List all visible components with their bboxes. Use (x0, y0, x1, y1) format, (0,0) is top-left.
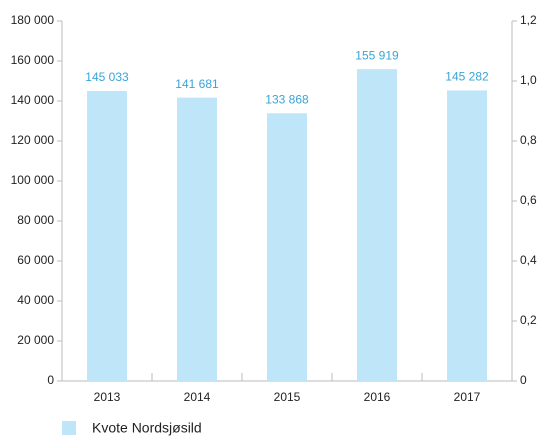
x-tick-label: 2017 (454, 390, 481, 404)
x-tick-label: 2014 (184, 390, 211, 404)
y2-tick-label: 1,2 (520, 13, 537, 27)
x-tick-label: 2013 (94, 390, 121, 404)
y-tick-label: 120 000 (11, 133, 55, 147)
value-label: 145 282 (445, 70, 489, 84)
bar (87, 90, 127, 382)
value-label: 133 868 (265, 92, 309, 106)
y-tick-label: 180 000 (11, 13, 55, 27)
y2-tick-label: 0,8 (520, 133, 537, 147)
value-label: 155 919 (355, 48, 399, 62)
y2-tick-label: 0,6 (520, 193, 537, 207)
y2-tick-label: 0,4 (520, 253, 537, 267)
y-tick-label: 140 000 (11, 93, 55, 107)
x-tick-label: 2016 (364, 390, 391, 404)
value-label: 141 681 (175, 77, 219, 91)
y-tick-label: 80 000 (17, 213, 54, 227)
y-tick-label: 0 (47, 373, 54, 387)
y-tick-label: 60 000 (17, 253, 54, 267)
bar (447, 90, 487, 381)
y-tick-label: 160 000 (11, 53, 55, 67)
y2-tick-label: 1,0 (520, 73, 537, 87)
y2-tick-label: 0 (520, 373, 527, 387)
bar (357, 69, 397, 382)
value-label: 145 033 (85, 70, 129, 84)
y2-tick-label: 0,2 (520, 313, 537, 327)
bar (267, 113, 307, 381)
x-tick-label: 2015 (274, 390, 301, 404)
y-tick-label: 40 000 (17, 293, 54, 307)
y-tick-label: 20 000 (17, 333, 54, 347)
bar (177, 97, 217, 381)
legend-swatch (62, 421, 76, 435)
legend-label: Kvote Nordsjøsild (92, 420, 202, 436)
y-tick-label: 100 000 (11, 173, 55, 187)
